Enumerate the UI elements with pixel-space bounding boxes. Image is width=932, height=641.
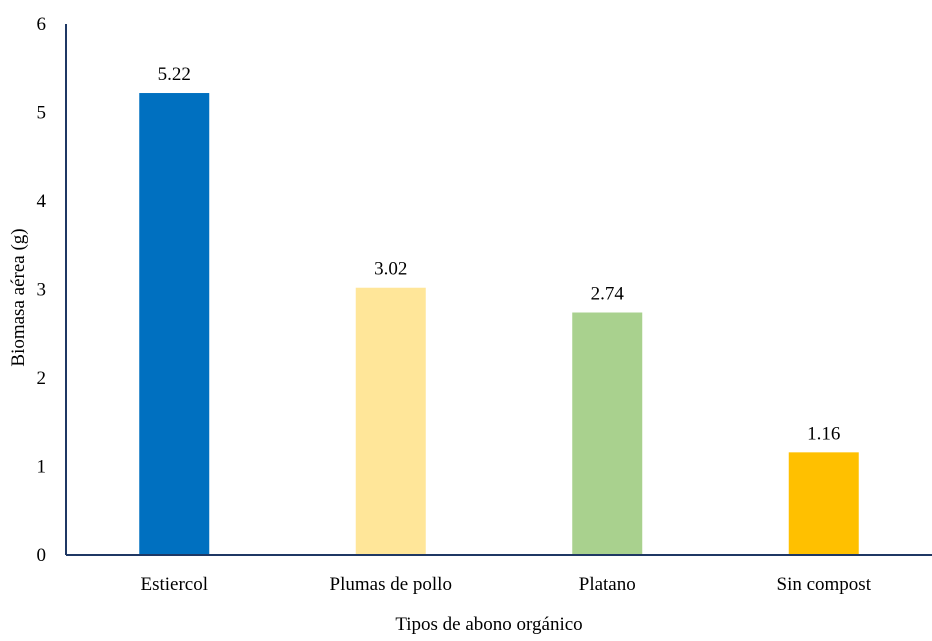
y-axis-title: Biomasa aérea (g) bbox=[8, 228, 29, 366]
data-label-2: 2.74 bbox=[591, 284, 625, 305]
x-tick-labels: Estiercol Plumas de pollo Platano Sin compo… bbox=[140, 574, 871, 595]
x-tick-label-3: Sin compost bbox=[777, 574, 872, 595]
data-labels: 5.22 3.02 2.74 1.16 bbox=[158, 64, 841, 444]
x-tick-label-1: Plumas de pollo bbox=[330, 574, 452, 595]
bar-0 bbox=[139, 93, 210, 555]
bar-2 bbox=[572, 312, 643, 555]
data-label-0: 5.22 bbox=[158, 64, 191, 85]
bar-1 bbox=[355, 287, 426, 555]
y-tick-label-0: 0 bbox=[37, 545, 47, 566]
x-tick-label-2: Platano bbox=[579, 574, 636, 595]
y-tick-label-6: 6 bbox=[37, 14, 47, 35]
x-tick-label-0: Estiercol bbox=[140, 574, 208, 595]
bars-layer bbox=[139, 93, 859, 555]
y-tick-labels: 0 1 2 3 4 5 6 bbox=[37, 14, 47, 566]
y-tick-label-3: 3 bbox=[37, 280, 47, 301]
y-tick-label-4: 4 bbox=[37, 191, 47, 212]
data-label-3: 1.16 bbox=[807, 423, 840, 444]
bar-3 bbox=[788, 452, 859, 555]
x-axis-title: Tipos de abono orgánico bbox=[395, 614, 582, 635]
data-label-1: 3.02 bbox=[374, 259, 407, 280]
y-tick-label-5: 5 bbox=[37, 103, 47, 124]
axes-layer bbox=[65, 24, 932, 556]
y-tick-label-1: 1 bbox=[37, 457, 47, 478]
y-tick-label-2: 2 bbox=[37, 368, 47, 389]
